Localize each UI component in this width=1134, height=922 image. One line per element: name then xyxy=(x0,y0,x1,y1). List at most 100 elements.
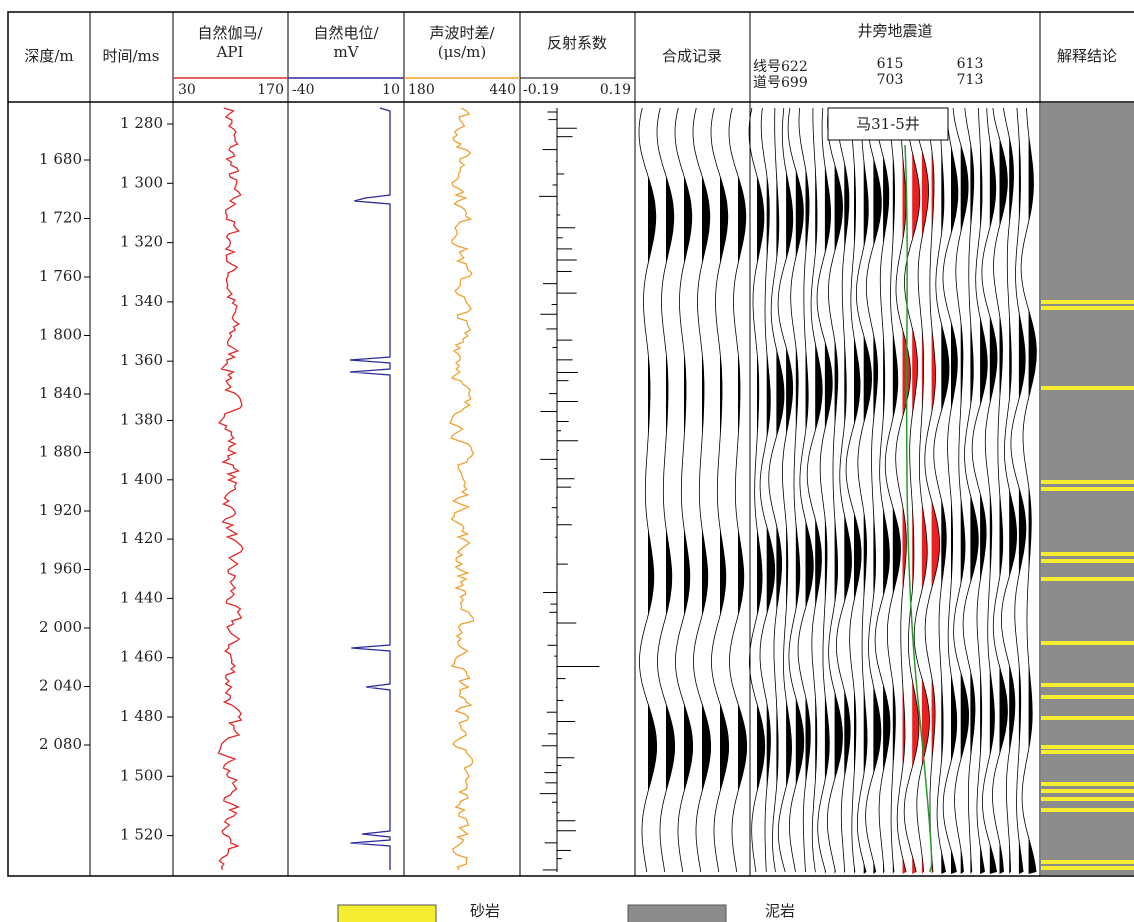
time-label: 1 460 xyxy=(120,648,163,666)
well-label: 马31-5井 xyxy=(856,115,920,133)
col-header: API xyxy=(216,43,244,61)
wiggle-fill xyxy=(970,108,978,874)
legend-label: 砂岩 xyxy=(470,902,500,920)
depth-label: 1 960 xyxy=(39,560,82,578)
time-label: 1 440 xyxy=(120,588,163,606)
sand-band xyxy=(1041,866,1134,870)
well-track xyxy=(905,145,932,872)
seismic-label: 615 xyxy=(877,56,904,72)
well-log-figure: 深度/m 时间/ms 自然伽马/ API 自然电位/ mV 声波时差/ (μs/… xyxy=(0,0,1134,922)
wiggle xyxy=(925,108,940,872)
wiggle-fill xyxy=(1029,108,1037,874)
sand-band xyxy=(1041,300,1134,304)
sand-band xyxy=(1041,789,1134,793)
time-label: 1 380 xyxy=(120,411,163,429)
legend-swatch xyxy=(628,905,726,922)
scale-max: 0.19 xyxy=(600,82,631,98)
seismic-label: 703 xyxy=(877,72,904,88)
wiggle-fill xyxy=(1009,108,1016,874)
scale-min: 180 xyxy=(408,82,435,98)
seismic-label: 613 xyxy=(957,56,984,72)
wiggle-fill xyxy=(912,108,920,874)
sand-band xyxy=(1041,808,1134,812)
sand-band xyxy=(1041,386,1134,390)
scale-min: -0.19 xyxy=(523,82,559,98)
wiggle xyxy=(963,108,978,872)
log-curve xyxy=(218,108,242,870)
sand-band xyxy=(1041,306,1134,310)
wiggle-fill xyxy=(980,108,987,874)
sand-band xyxy=(1041,480,1134,484)
sand-band xyxy=(1041,716,1134,720)
seismic-label: 道号699 xyxy=(753,75,808,91)
time-label: 1 320 xyxy=(120,233,163,251)
col-header: 自然电位/ xyxy=(313,24,379,42)
depth-label: 1 840 xyxy=(39,384,82,402)
log-curve xyxy=(350,108,390,870)
depth-label: 2 000 xyxy=(39,618,82,636)
col-header: 井旁地震道 xyxy=(857,22,932,40)
log-body: 1 680 1 720 1 760 1 800 1 840 1 880 1 920 1 960… xyxy=(39,103,1134,875)
time-label: 1 500 xyxy=(120,766,163,784)
log-curve xyxy=(450,108,474,870)
col-header: (μs/m) xyxy=(438,43,486,61)
sand-band xyxy=(1041,782,1134,786)
col-header: 声波时差/ xyxy=(429,24,495,42)
col-header: 解释结论 xyxy=(1057,47,1117,65)
sand-band xyxy=(1041,750,1134,754)
time-label: 1 400 xyxy=(120,470,163,488)
time-label: 1 280 xyxy=(120,114,163,132)
wiggle xyxy=(846,108,861,872)
wiggle-fill xyxy=(786,108,793,874)
wiggle xyxy=(817,108,832,872)
depth-label: 1 920 xyxy=(39,501,82,519)
col-header: 自然伽马/ xyxy=(197,24,263,42)
wiggle-fill xyxy=(961,108,969,874)
time-label: 1 360 xyxy=(120,351,163,369)
scale-max: 440 xyxy=(489,82,516,98)
scale-min: -40 xyxy=(292,82,315,98)
time-label: 1 420 xyxy=(120,529,163,547)
sand-band xyxy=(1041,695,1134,699)
sand-band xyxy=(1041,552,1134,556)
wiggle xyxy=(972,108,987,872)
wiggle xyxy=(1011,108,1026,872)
wiggle xyxy=(807,108,822,872)
sand-band xyxy=(1041,797,1134,801)
sand-band xyxy=(1041,559,1134,563)
depth-label: 1 680 xyxy=(39,150,82,168)
depth-label: 1 760 xyxy=(39,267,82,285)
time-label: 1 340 xyxy=(120,292,163,310)
seismic-label: 线号622 xyxy=(753,59,808,75)
time-label: 1 480 xyxy=(120,707,163,725)
depth-label: 1 720 xyxy=(39,209,82,227)
wiggle xyxy=(943,108,958,872)
legend-swatch xyxy=(338,905,436,922)
sand-band xyxy=(1041,745,1134,749)
depth-label: 1 880 xyxy=(39,443,82,461)
depth-label: 1 800 xyxy=(39,326,82,344)
scale-min: 30 xyxy=(178,82,196,98)
sand-band xyxy=(1041,641,1134,645)
wiggle-fill xyxy=(806,108,814,874)
time-label: 1 300 xyxy=(120,173,163,191)
col-header: 合成记录 xyxy=(662,47,722,65)
depth-label: 2 040 xyxy=(39,677,82,695)
seismic-label: 713 xyxy=(957,72,984,88)
time-label: 1 520 xyxy=(120,826,163,844)
col-header: mV xyxy=(333,43,359,61)
sand-band xyxy=(1041,683,1134,687)
col-header: 深度/m xyxy=(24,47,73,65)
depth-label: 2 080 xyxy=(39,735,82,753)
col-header: 时间/ms xyxy=(103,47,160,65)
sand-band xyxy=(1041,860,1134,864)
sand-band xyxy=(1041,577,1134,581)
wiggle xyxy=(982,108,997,872)
col-header: 反射系数 xyxy=(547,34,607,52)
sand-band xyxy=(1041,487,1134,491)
wiggle-fill xyxy=(767,108,775,874)
scale-max: 170 xyxy=(257,82,284,98)
wiggle xyxy=(1001,108,1016,872)
scale-max: 10 xyxy=(382,82,400,98)
legend-label: 泥岩 xyxy=(765,902,795,920)
